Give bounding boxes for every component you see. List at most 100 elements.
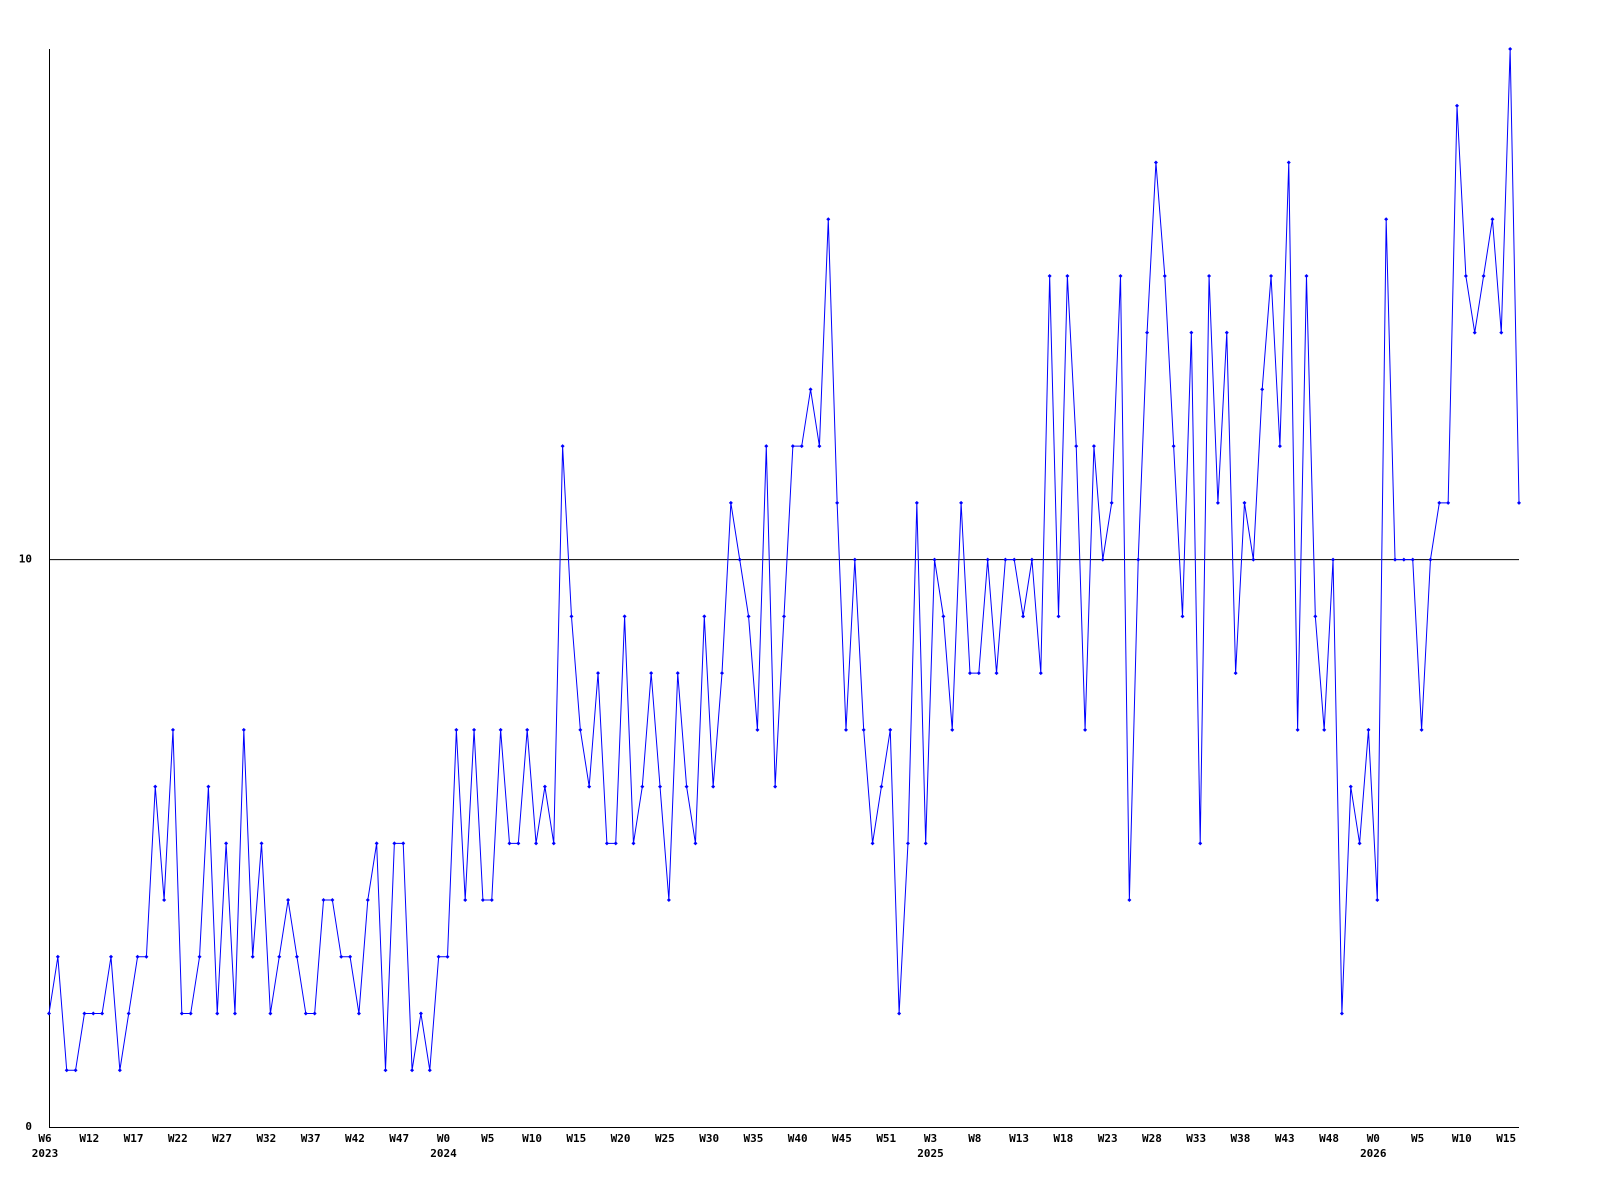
data-point — [339, 954, 344, 959]
data-point — [658, 784, 663, 789]
data-point — [1472, 330, 1477, 335]
data-point — [1038, 671, 1043, 676]
data-point — [1455, 103, 1460, 108]
data-point — [1118, 273, 1123, 278]
x-tick-label: W47 — [389, 1132, 409, 1145]
data-point — [100, 1011, 105, 1016]
data-point — [1047, 273, 1052, 278]
data-point — [55, 954, 60, 959]
data-point — [374, 841, 379, 846]
x-tick-label: W13 — [1009, 1132, 1029, 1145]
data-point — [640, 784, 645, 789]
x-tick-label: W27 — [212, 1132, 232, 1145]
data-point — [1357, 841, 1362, 846]
x-tick-label: W23 — [1098, 1132, 1118, 1145]
data-point — [516, 841, 521, 846]
data-point — [1508, 47, 1513, 51]
data-point — [782, 614, 786, 619]
data-point — [569, 614, 574, 619]
data-point — [950, 727, 955, 732]
data-point — [1029, 557, 1034, 562]
data-point — [73, 1068, 78, 1073]
data-point — [1322, 727, 1327, 732]
data-point — [1490, 217, 1495, 222]
data-point — [994, 671, 999, 676]
data-point — [1481, 273, 1486, 278]
data-point — [914, 500, 919, 505]
data-point — [596, 671, 601, 676]
data-point — [587, 784, 592, 789]
data-point — [959, 500, 964, 505]
data-point — [790, 444, 795, 449]
data-point — [1517, 500, 1521, 505]
data-point — [1375, 898, 1380, 903]
data-point — [1277, 444, 1282, 449]
data-point — [525, 727, 530, 732]
data-point — [1269, 273, 1274, 278]
data-point — [1162, 273, 1167, 278]
data-point — [932, 557, 937, 562]
data-point — [560, 444, 565, 449]
data-point — [897, 1011, 902, 1016]
data-point — [454, 727, 459, 732]
data-point — [259, 841, 264, 846]
data-point — [870, 841, 875, 846]
data-point — [1056, 614, 1061, 619]
year-label: 2023 — [32, 1147, 59, 1160]
data-point — [1295, 727, 1300, 732]
data-point — [392, 841, 397, 846]
data-point — [108, 954, 113, 959]
data-point — [418, 1011, 423, 1016]
data-point — [427, 1068, 432, 1073]
data-point — [1233, 671, 1238, 676]
data-point — [1242, 500, 1247, 505]
x-tick-label: W0 — [437, 1132, 450, 1145]
data-point — [117, 1068, 122, 1073]
data-point — [241, 727, 246, 732]
data-point — [967, 671, 972, 676]
data-point — [383, 1068, 388, 1073]
data-point — [976, 671, 981, 676]
data-point — [224, 841, 229, 846]
data-point — [693, 841, 698, 846]
data-point — [1401, 557, 1406, 562]
x-tick-label: W37 — [301, 1132, 321, 1145]
data-point — [330, 898, 335, 903]
data-point — [1313, 614, 1318, 619]
data-point — [286, 898, 291, 903]
data-point — [631, 841, 636, 846]
x-tick-label: W5 — [481, 1132, 494, 1145]
data-point — [294, 954, 299, 959]
data-point — [489, 898, 494, 903]
data-point — [675, 671, 680, 676]
x-tick-label: W15 — [566, 1132, 586, 1145]
data-point — [905, 841, 910, 846]
year-label: 2024 — [430, 1147, 457, 1160]
data-point — [711, 784, 716, 789]
data-point — [551, 841, 556, 846]
data-point — [135, 954, 140, 959]
x-tick-label: W0 — [1367, 1132, 1380, 1145]
data-point — [746, 614, 751, 619]
data-point — [1384, 217, 1389, 222]
data-point — [188, 1011, 193, 1016]
data-point — [666, 898, 671, 903]
data-point — [179, 1011, 184, 1016]
data-point — [1003, 557, 1008, 562]
data-point — [1153, 160, 1158, 165]
data-point — [64, 1068, 69, 1073]
data-point — [835, 500, 840, 505]
data-point — [480, 898, 485, 903]
data-point — [162, 898, 167, 903]
x-tick-label: W22 — [168, 1132, 188, 1145]
data-point — [534, 841, 539, 846]
data-point — [799, 444, 804, 449]
data-point — [1393, 557, 1398, 562]
data-point — [1419, 727, 1424, 732]
data-point — [277, 954, 282, 959]
x-tick-label: W10 — [522, 1132, 542, 1145]
data-point — [604, 841, 609, 846]
data-point — [401, 841, 406, 846]
data-point — [1065, 273, 1070, 278]
data-point — [879, 784, 884, 789]
